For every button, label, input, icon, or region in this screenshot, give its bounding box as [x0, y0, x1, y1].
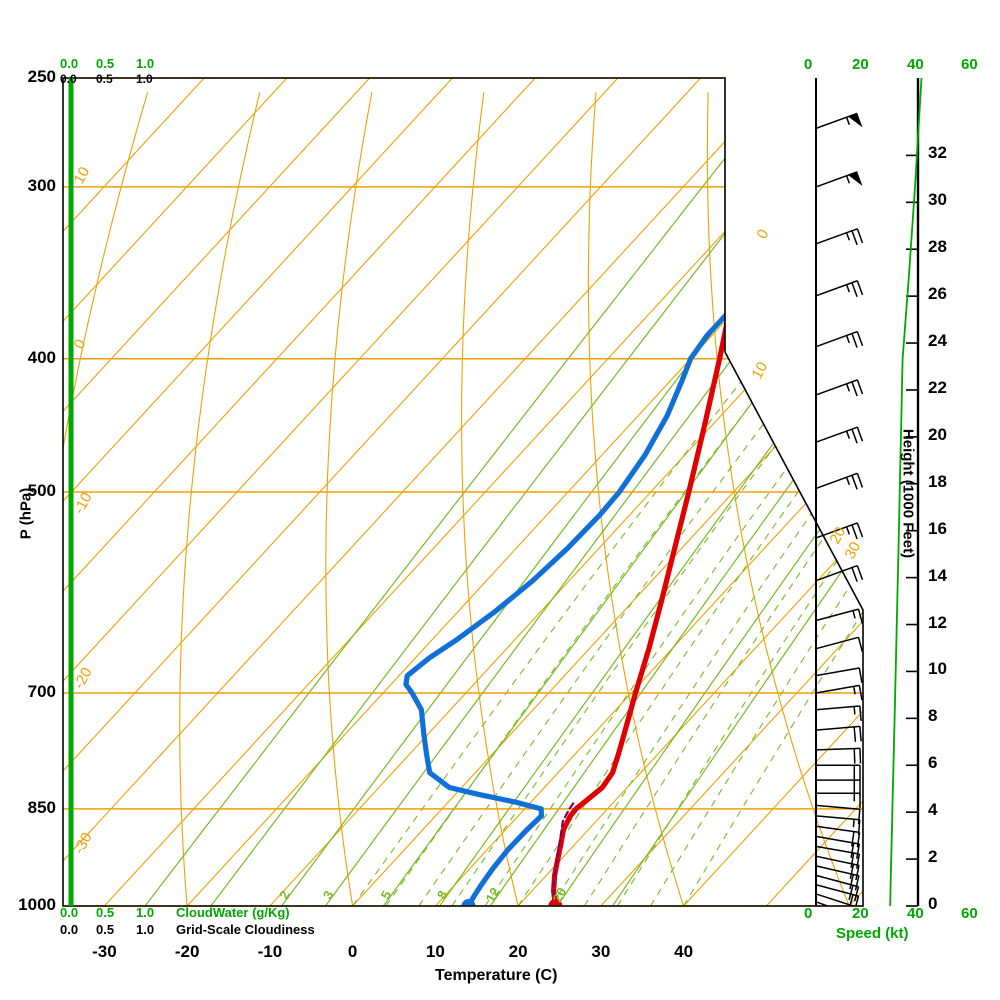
- cloudiness-btm-tick-2: 1.0: [136, 922, 155, 937]
- wind-barbs: [815, 112, 864, 906]
- height-axis-label: Height (1000 Feet): [899, 428, 917, 559]
- temperature-tick-10: 10: [425, 942, 445, 961]
- cloudiness-tick-1: 0.5: [96, 72, 113, 86]
- speed-btm-tick-0: 0: [804, 905, 813, 922]
- height-tick-32: 32: [928, 143, 947, 163]
- speed-btm-tick-3: 60: [961, 905, 978, 922]
- temperature-axis-label: Temperature (C): [435, 967, 558, 984]
- height-tick-4: 4: [928, 800, 938, 820]
- cloudwater-tick-0: 0.0: [60, 56, 79, 71]
- cloudiness-tick-0: 0.0: [60, 72, 77, 86]
- cloudwater-btm-tick-0: 0.0: [60, 905, 79, 920]
- pressure-tick-700: 700: [27, 681, 56, 701]
- cloudwater-tick-1: 0.5: [96, 56, 115, 71]
- svg-text:20: 20: [549, 885, 569, 905]
- height-tick-14: 14: [928, 565, 947, 585]
- height-tick-2: 2: [928, 847, 938, 867]
- cloudwater-btm-tick-2: 1.0: [136, 905, 155, 920]
- svg-text:10: 10: [749, 359, 772, 382]
- cloudwater-axis-label: CloudWater (g/Kg): [176, 905, 290, 920]
- height-tick-26: 26: [928, 284, 947, 304]
- speed-top-tick-1: 20: [852, 56, 869, 73]
- cloudwater-tick-2: 1.0: [136, 56, 155, 71]
- temperature-tick--10: -10: [257, 942, 283, 961]
- temperature-tick--30: -30: [92, 942, 117, 961]
- height-tick-10: 10: [928, 659, 947, 679]
- pressure-tick-1000: 1000: [18, 895, 56, 914]
- temperature-tick-30: 30: [591, 942, 611, 961]
- skewt-frame: [62, 77, 864, 907]
- speed-top-tick-3: 60: [961, 56, 978, 73]
- pressure-tick-400: 400: [27, 347, 56, 367]
- temperature-tick--20: -20: [174, 942, 200, 961]
- height-tick-18: 18: [928, 471, 947, 491]
- temperature-tick-20: 20: [508, 942, 528, 961]
- cloudiness-btm-tick-0: 0.0: [60, 922, 79, 937]
- height-tick-6: 6: [928, 753, 938, 773]
- svg-text:20: 20: [827, 524, 850, 547]
- height-tick-0: 0: [928, 894, 938, 913]
- temperature-tick-40: 40: [674, 942, 694, 961]
- pressure-tick-300: 300: [27, 175, 56, 195]
- cloudiness-btm-tick-1: 0.5: [96, 922, 115, 937]
- temperature-tick-0: 0: [347, 942, 358, 961]
- height-profile-trace: [889, 78, 923, 906]
- cloudwater-btm-tick-1: 0.5: [96, 905, 115, 920]
- pressure-tick-500: 500: [27, 481, 56, 500]
- speed-btm-tick-2: 40: [907, 905, 924, 922]
- pressure-tick-250: 250: [27, 67, 56, 86]
- height-tick-20: 20: [928, 424, 947, 444]
- svg-text:10: 10: [71, 164, 94, 187]
- speed-top-tick-2: 40: [907, 56, 924, 73]
- height-tick-16: 16: [928, 518, 947, 538]
- svg-text:12: 12: [483, 885, 503, 905]
- speed-axis-label: Speed (kt): [836, 925, 909, 942]
- height-tick-22: 22: [928, 377, 947, 397]
- cloudiness-axis-label: Grid-Scale Cloudiness: [176, 922, 315, 937]
- speed-btm-tick-1: 20: [852, 905, 869, 922]
- cloudiness-tick-2: 1.0: [136, 72, 153, 86]
- height-tick-24: 24: [928, 331, 947, 351]
- height-tick-8: 8: [928, 706, 938, 726]
- svg-text:30: 30: [842, 539, 865, 562]
- pressure-tick-850: 850: [27, 797, 56, 817]
- height-tick-28: 28: [928, 237, 947, 257]
- height-tick-12: 12: [928, 612, 947, 632]
- height-tick-30: 30: [928, 190, 947, 210]
- speed-top-tick-0: 0: [804, 56, 813, 73]
